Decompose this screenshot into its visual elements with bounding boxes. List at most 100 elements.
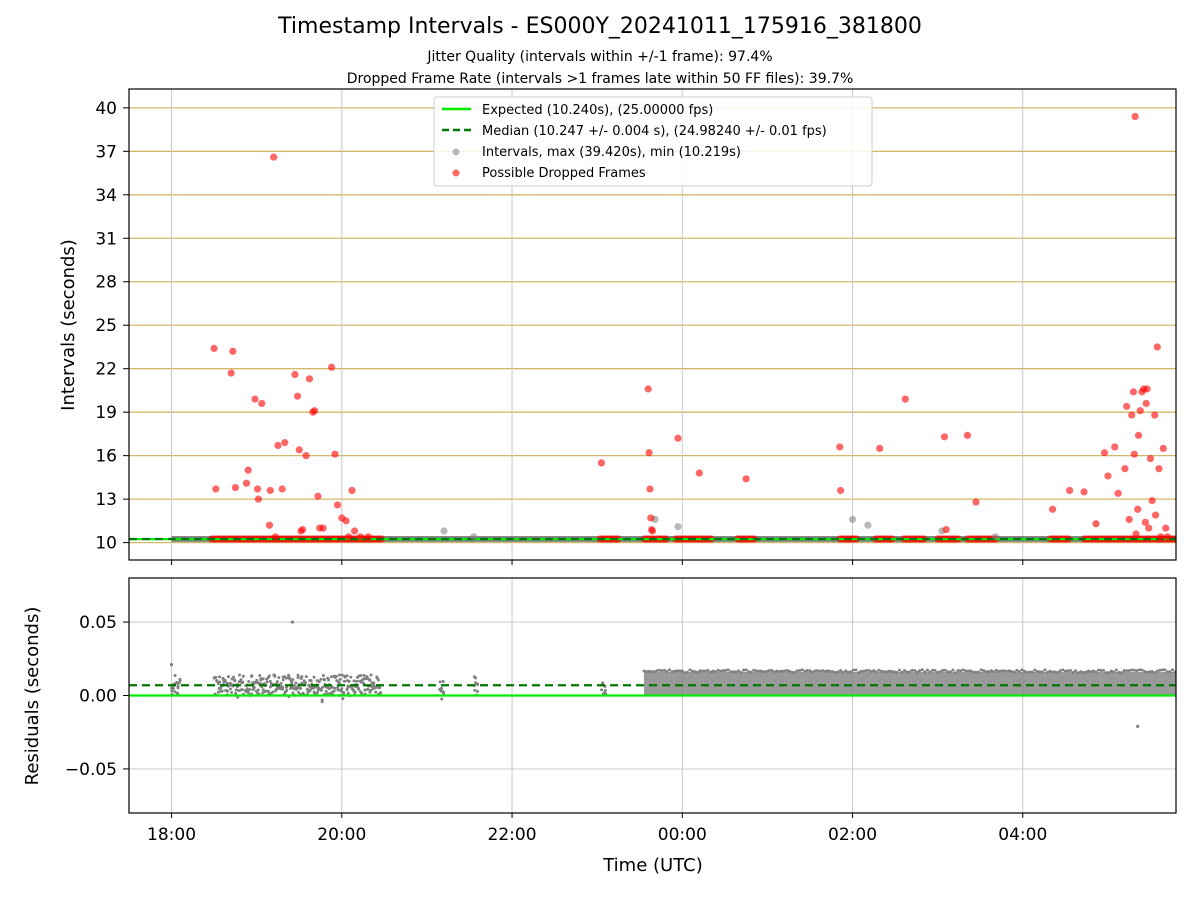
residual-point xyxy=(1066,669,1070,673)
dropped-frame-point xyxy=(229,347,237,355)
dropped-frame-point xyxy=(299,525,307,534)
dropped-frame-point xyxy=(254,495,262,503)
dropped-frame-point xyxy=(1111,443,1119,451)
dropped-frame-point xyxy=(742,475,750,483)
dropped-frame-point xyxy=(1128,411,1136,419)
residual-point xyxy=(744,668,748,672)
residual-point xyxy=(708,670,712,674)
residual-point xyxy=(284,676,288,680)
residual-point xyxy=(823,669,827,673)
residual-point xyxy=(645,670,649,674)
residual-point xyxy=(1137,668,1141,672)
residual-point xyxy=(175,680,179,684)
residual-point xyxy=(879,669,883,673)
residual-point xyxy=(964,669,968,673)
residual-point xyxy=(920,668,924,672)
dropped-frame-point xyxy=(212,485,220,493)
residual-point xyxy=(337,681,341,685)
residual-point xyxy=(1048,669,1052,673)
dropped-frame-point xyxy=(647,514,655,522)
residual-point xyxy=(303,681,307,685)
residual-point xyxy=(662,668,666,672)
residual-point xyxy=(215,679,219,683)
residual-outlier-point xyxy=(169,663,174,667)
residual-point xyxy=(1038,670,1042,674)
residual-point xyxy=(1012,670,1016,674)
residual-point xyxy=(170,689,174,693)
residual-point xyxy=(683,671,687,675)
residuals-data-layer xyxy=(129,620,1176,728)
residual-point xyxy=(642,669,646,673)
residual-point xyxy=(915,670,919,674)
residual-point xyxy=(473,676,477,680)
dropped-frame-point xyxy=(1148,496,1156,505)
residuals-x-tick-label: 18:00 xyxy=(147,825,196,845)
residual-outlier-point xyxy=(290,620,295,624)
residual-point xyxy=(177,681,181,685)
residual-point xyxy=(685,670,689,674)
residuals-y-axis-label: Residuals (seconds) xyxy=(22,607,43,786)
residual-point xyxy=(691,669,695,673)
residual-point xyxy=(696,670,700,674)
residual-point xyxy=(291,691,295,695)
residual-point xyxy=(265,680,269,684)
residual-point xyxy=(721,669,725,673)
residual-point xyxy=(349,675,353,679)
residual-point xyxy=(775,669,779,673)
residual-point xyxy=(346,691,350,695)
residual-point xyxy=(1045,670,1049,674)
residual-point xyxy=(887,669,891,673)
dropped-frame-point xyxy=(1157,533,1165,541)
dropped-frame-point xyxy=(227,369,235,377)
residuals-plot: 0.05 0.00 −0.05 18:00 20:00 22:00 00:00 02:00 04… xyxy=(65,577,1177,845)
residual-point xyxy=(1053,670,1057,674)
residual-point xyxy=(1160,668,1164,672)
dropped-frame-point xyxy=(1145,524,1153,532)
residual-point xyxy=(1125,669,1129,673)
residual-point xyxy=(281,686,285,690)
residual-point xyxy=(285,689,289,693)
residual-point xyxy=(1114,668,1118,672)
residual-point xyxy=(360,691,364,695)
residual-point xyxy=(984,670,988,674)
residual-point xyxy=(716,668,720,672)
residual-point xyxy=(1015,668,1019,672)
residual-point xyxy=(765,669,769,673)
residual-point xyxy=(359,674,363,678)
dropped-frame-point xyxy=(270,153,278,161)
residual-point xyxy=(1130,668,1134,672)
dropped-frame-point xyxy=(1143,385,1151,393)
residual-point xyxy=(299,687,303,691)
residual-point xyxy=(296,673,300,677)
residual-point xyxy=(757,669,761,673)
residual-point xyxy=(851,668,855,672)
residual-point xyxy=(831,670,835,674)
residual-point xyxy=(874,670,878,674)
dropped-frame-point xyxy=(210,344,218,353)
residual-point xyxy=(713,670,717,674)
residual-point xyxy=(261,691,265,695)
residual-point xyxy=(711,669,715,673)
interval-point xyxy=(991,533,1000,541)
interval-point xyxy=(470,533,478,541)
residual-point xyxy=(890,670,894,674)
residual-point xyxy=(798,668,802,672)
residual-point xyxy=(872,669,876,673)
interval-point xyxy=(864,521,872,529)
residual-point xyxy=(324,689,328,693)
residual-point xyxy=(1102,668,1106,672)
dropped-frame-point xyxy=(1048,505,1057,513)
residual-point xyxy=(647,669,651,673)
dropped-frame-point xyxy=(281,439,289,447)
residual-point xyxy=(892,670,896,674)
residual-point xyxy=(650,670,654,674)
dropped-frame-point xyxy=(305,375,314,383)
residual-point xyxy=(228,687,232,691)
residual-point xyxy=(675,669,679,673)
dropped-frame-point xyxy=(348,486,356,495)
residual-point xyxy=(895,670,899,674)
residual-point xyxy=(811,670,815,674)
residual-point xyxy=(854,668,858,672)
residual-point xyxy=(844,669,848,673)
